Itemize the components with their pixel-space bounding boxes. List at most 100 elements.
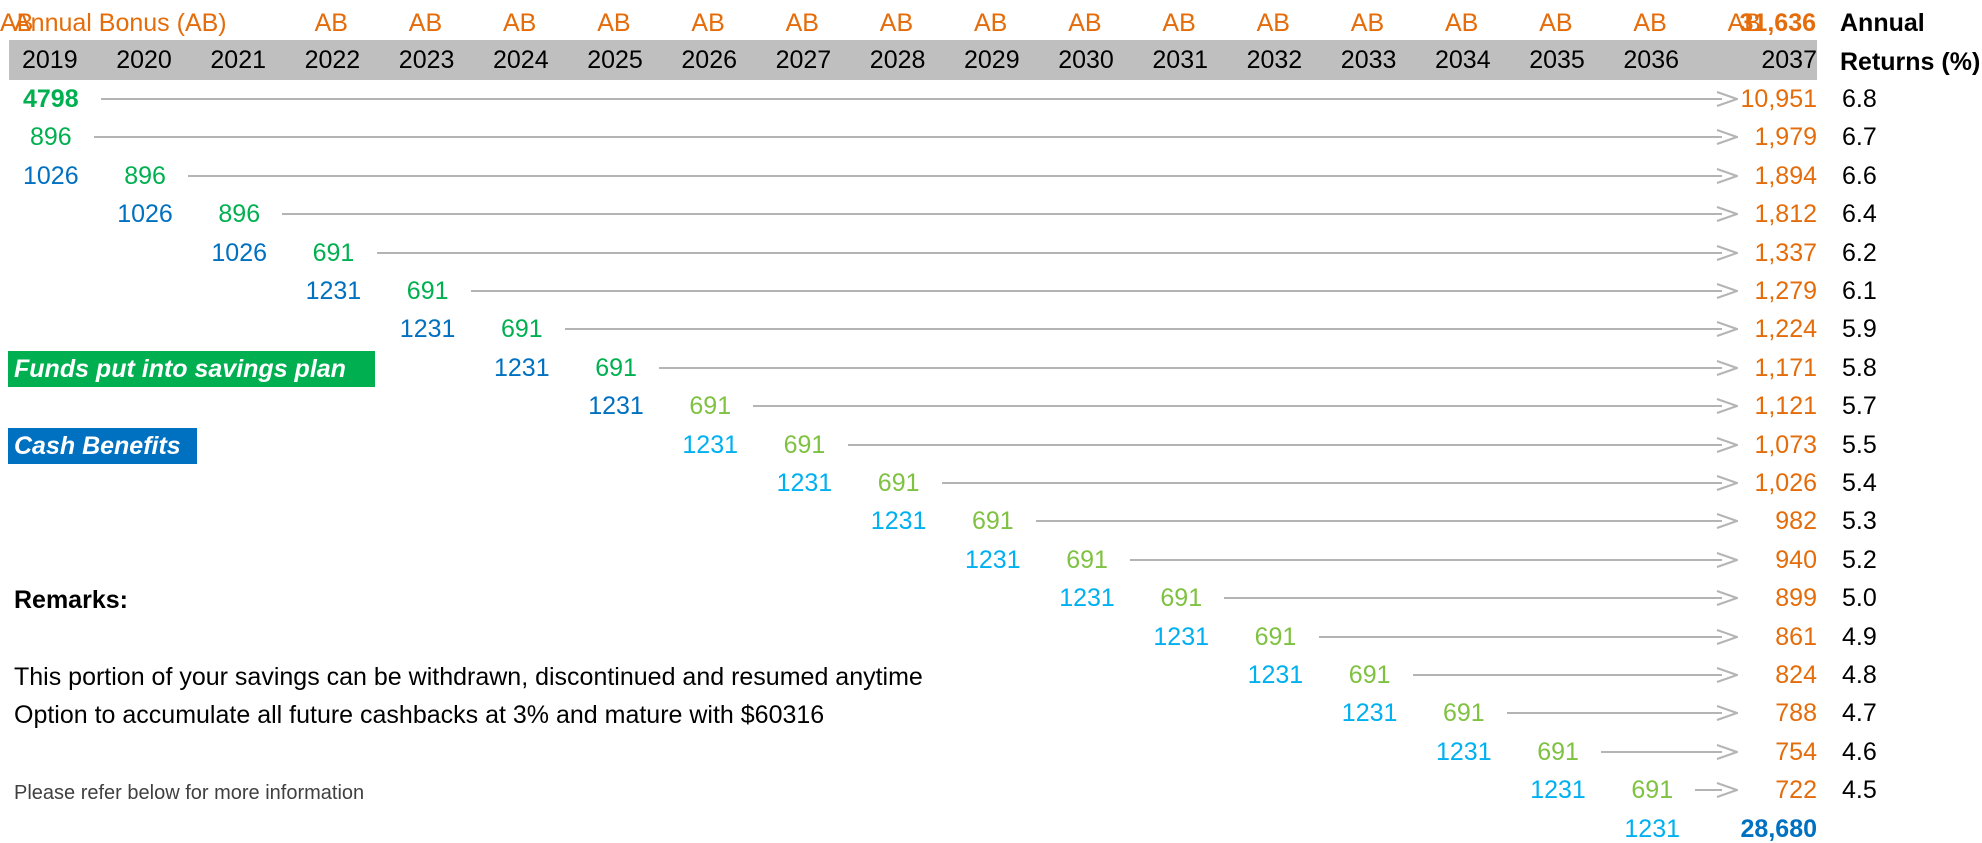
annual-return-rate: 4.8 bbox=[1842, 661, 1877, 689]
total-annual-bonus: 31,636 bbox=[1739, 9, 1816, 37]
arrow-head-icon bbox=[1716, 782, 1741, 799]
year-label: 2027 bbox=[775, 46, 832, 74]
arrow-head-icon bbox=[1716, 551, 1741, 568]
arrow-head-icon bbox=[1716, 283, 1741, 299]
remarks-line-1: This portion of your savings can be with… bbox=[14, 663, 923, 691]
year-label: 2019 bbox=[22, 46, 78, 74]
savings-amount: 4798 bbox=[23, 85, 79, 113]
cash-benefit-amount: 1026 bbox=[23, 161, 79, 190]
total-cash-benefits: 28,680 bbox=[1740, 814, 1817, 843]
maturity-value: 1,073 bbox=[1754, 430, 1817, 459]
savings-amount: 691 bbox=[1066, 545, 1108, 574]
maturity-value: 824 bbox=[1775, 661, 1817, 689]
annual-return-rate: 4.6 bbox=[1842, 737, 1877, 766]
final-row-amount: 1231 bbox=[1624, 814, 1681, 843]
year-header-bar bbox=[9, 40, 1817, 80]
year-label: 2028 bbox=[869, 46, 926, 74]
arrow-line bbox=[94, 136, 1722, 139]
year-label: 2025 bbox=[587, 46, 643, 74]
maturity-value: 10,951 bbox=[1740, 85, 1817, 113]
year-label: 2033 bbox=[1340, 46, 1397, 74]
annual-bonus-label: Annual Bonus (AB) bbox=[14, 9, 227, 37]
ab-label: AB bbox=[597, 9, 631, 37]
ab-label: AB bbox=[314, 9, 348, 37]
ab-label: AB bbox=[1633, 9, 1667, 37]
cash-benefit-amount: 1026 bbox=[211, 238, 268, 267]
arrow-line bbox=[376, 251, 1722, 254]
maturity-value: 1,026 bbox=[1754, 469, 1817, 497]
ab-label: AB bbox=[974, 9, 1008, 37]
maturity-value: 788 bbox=[1775, 699, 1817, 728]
ab-label: AB bbox=[879, 9, 914, 37]
annual-return-rate: 6.1 bbox=[1842, 277, 1877, 305]
year-label: 2031 bbox=[1152, 46, 1209, 74]
remarks-title: Remarks: bbox=[14, 586, 128, 614]
savings-amount: 691 bbox=[595, 353, 637, 382]
savings-amount: 896 bbox=[30, 123, 72, 152]
arrow-head-icon bbox=[1716, 91, 1741, 107]
year-label: 2037 bbox=[1761, 46, 1817, 74]
cash-benefit-amount: 1231 bbox=[494, 353, 550, 382]
annual-return-rate: 6.2 bbox=[1842, 238, 1877, 267]
maturity-value: 982 bbox=[1775, 507, 1817, 536]
maturity-value: 940 bbox=[1775, 545, 1817, 574]
ab-label: AB bbox=[1256, 9, 1290, 37]
arrow-line bbox=[1695, 789, 1722, 792]
arrow-line bbox=[1412, 674, 1722, 676]
arrow-line bbox=[1601, 750, 1722, 753]
legend-cash-benefits: Cash Benefits bbox=[8, 428, 197, 464]
legend-cash-label: Cash Benefits bbox=[14, 432, 181, 460]
ab-label: AB bbox=[503, 9, 537, 37]
savings-amount: 691 bbox=[877, 469, 920, 497]
annual-return-rate: 5.5 bbox=[1842, 430, 1877, 459]
arrow-line bbox=[941, 482, 1722, 484]
ab-label: AB bbox=[1350, 9, 1385, 37]
remarks-line-2: Option to accumulate all future cashback… bbox=[14, 701, 825, 729]
savings-amount: 691 bbox=[1254, 622, 1297, 651]
cash-benefit-amount: 1231 bbox=[305, 277, 362, 305]
ab-label: AB bbox=[1445, 9, 1479, 37]
maturity-value: 861 bbox=[1775, 622, 1817, 651]
savings-amount: 691 bbox=[972, 507, 1014, 536]
maturity-value: 722 bbox=[1775, 776, 1817, 805]
arrow-head-icon bbox=[1716, 475, 1741, 491]
arrow-head-icon bbox=[1716, 321, 1741, 338]
arrow-head-icon bbox=[1716, 667, 1741, 683]
year-label: 2030 bbox=[1058, 46, 1114, 74]
year-label: 2020 bbox=[116, 46, 172, 74]
cash-benefit-amount: 1231 bbox=[1530, 776, 1586, 805]
year-label: 2023 bbox=[398, 46, 455, 74]
savings-amount: 691 bbox=[1160, 584, 1203, 613]
annual-return-rate: 6.8 bbox=[1842, 85, 1877, 113]
savings-amount: 691 bbox=[312, 238, 355, 267]
arrow-line bbox=[282, 213, 1722, 216]
cash-benefit-amount: 1231 bbox=[682, 430, 739, 459]
ab-label: AB bbox=[785, 9, 819, 37]
annual-return-rate: 5.0 bbox=[1842, 584, 1877, 613]
arrow-head-icon bbox=[1716, 743, 1741, 760]
annual-return-rate: 6.4 bbox=[1842, 200, 1877, 229]
cash-benefit-amount: 1231 bbox=[776, 469, 833, 497]
savings-amount: 691 bbox=[501, 315, 543, 344]
savings-amount: 691 bbox=[1443, 699, 1485, 728]
maturity-value: 754 bbox=[1775, 737, 1817, 766]
arrow-head-icon bbox=[1716, 129, 1741, 146]
maturity-value: 1,224 bbox=[1754, 315, 1817, 344]
annual-return-rate: 5.7 bbox=[1842, 392, 1877, 421]
cash-benefit-amount: 1231 bbox=[1153, 622, 1210, 651]
cash-benefit-amount: 1231 bbox=[588, 392, 644, 421]
arrow-line bbox=[1224, 597, 1722, 600]
ab-label: AB bbox=[1539, 9, 1573, 37]
arrow-head-icon bbox=[1716, 590, 1741, 607]
ab-label: AB bbox=[0, 9, 34, 37]
returns-header-line2: Returns (%) bbox=[1840, 48, 1981, 76]
annual-return-rate: 4.9 bbox=[1842, 622, 1877, 651]
maturity-value: 1,812 bbox=[1754, 200, 1817, 229]
cash-benefit-amount: 1026 bbox=[117, 200, 173, 229]
arrow-head-icon bbox=[1716, 398, 1741, 415]
arrow-line bbox=[1507, 712, 1722, 715]
ab-label: AB bbox=[408, 9, 443, 37]
arrow-head-icon bbox=[1716, 244, 1741, 261]
ab-label: AB bbox=[691, 9, 725, 37]
savings-amount: 691 bbox=[1631, 776, 1674, 805]
